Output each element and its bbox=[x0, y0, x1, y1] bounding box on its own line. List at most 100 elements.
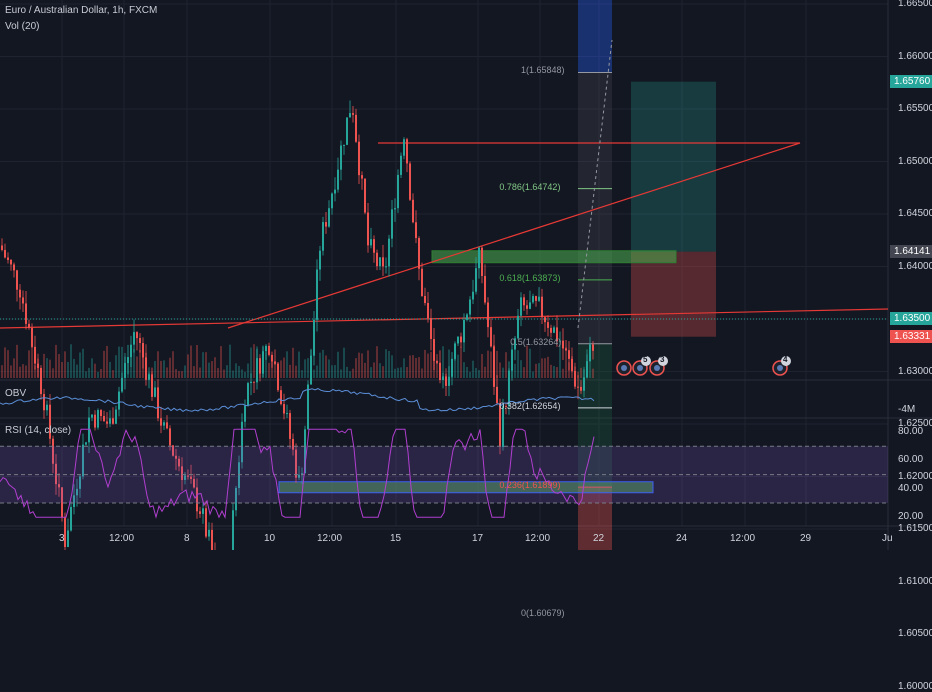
volume-bar bbox=[94, 363, 96, 378]
volume-bar bbox=[571, 347, 573, 378]
volume-bar bbox=[367, 350, 369, 378]
chart-canvas[interactable] bbox=[0, 0, 932, 550]
candle-body bbox=[112, 418, 114, 424]
candle-body bbox=[268, 345, 270, 355]
candle-body bbox=[259, 358, 261, 374]
volume-bar bbox=[268, 362, 270, 378]
candle-body bbox=[286, 413, 288, 415]
fib-mid-zone bbox=[578, 72, 612, 344]
candle-body bbox=[244, 405, 246, 422]
candle-body bbox=[130, 344, 132, 358]
fib-level-label: 1(1.65848) bbox=[521, 65, 565, 76]
volume-bar bbox=[484, 366, 486, 378]
volume-bar bbox=[316, 365, 318, 378]
candle-body bbox=[559, 340, 561, 342]
candle-body bbox=[394, 208, 396, 210]
candle-body bbox=[574, 370, 576, 387]
volume-bar bbox=[586, 354, 588, 378]
volume-bar bbox=[325, 355, 327, 378]
candle-body bbox=[142, 343, 144, 358]
volume-bar bbox=[166, 367, 168, 378]
volume-bar bbox=[43, 353, 45, 378]
volume-bar bbox=[169, 357, 171, 378]
volume-bar bbox=[385, 349, 387, 378]
volume-bar bbox=[289, 364, 291, 378]
candle-body bbox=[94, 414, 96, 428]
volume-bar bbox=[76, 364, 78, 378]
volume-bar bbox=[406, 367, 408, 378]
obv-legend[interactable]: OBV bbox=[5, 388, 27, 399]
candle-body bbox=[265, 345, 267, 352]
candle-body bbox=[493, 346, 495, 387]
volume-bar bbox=[568, 362, 570, 378]
volume-bar bbox=[34, 365, 36, 378]
candle-body bbox=[550, 327, 552, 333]
candle-body bbox=[253, 381, 255, 383]
volume-bar bbox=[529, 348, 531, 378]
volume-bar bbox=[139, 350, 141, 378]
volume-bar bbox=[202, 352, 204, 378]
volume-legend[interactable]: Vol (20) bbox=[5, 21, 40, 32]
volume-bar bbox=[379, 363, 381, 378]
candle-body bbox=[310, 355, 312, 385]
volume-bar bbox=[262, 345, 264, 378]
volume-bar bbox=[391, 355, 393, 378]
rsi-legend[interactable]: RSI (14, close) bbox=[5, 425, 72, 436]
event-count-badge bbox=[658, 356, 668, 366]
volume-bar bbox=[292, 347, 294, 378]
volume-bar bbox=[19, 366, 21, 378]
price-tick-label: 1.61500 bbox=[898, 523, 932, 534]
volume-bar bbox=[229, 344, 231, 378]
volume-bar bbox=[295, 365, 297, 378]
candle-body bbox=[274, 361, 276, 364]
volume-bar bbox=[247, 363, 249, 378]
candle-body bbox=[532, 296, 534, 303]
candle-body bbox=[322, 222, 324, 251]
volume-bar bbox=[523, 367, 525, 378]
candle-body bbox=[1, 245, 3, 250]
event-count-label: 5 bbox=[643, 355, 648, 364]
volume-bar bbox=[67, 361, 69, 378]
candle-body bbox=[10, 259, 12, 265]
volume-bar bbox=[505, 352, 507, 378]
candle-body bbox=[511, 349, 513, 371]
volume-bar bbox=[580, 367, 582, 378]
volume-bar bbox=[577, 371, 579, 378]
candle-body bbox=[34, 346, 36, 364]
candle-body bbox=[580, 386, 582, 391]
volume-bar bbox=[271, 357, 273, 378]
candle-body bbox=[175, 455, 177, 459]
candle-body bbox=[40, 367, 42, 395]
candle-body bbox=[355, 114, 357, 142]
candle-body bbox=[298, 474, 300, 478]
volume-bar bbox=[211, 361, 213, 378]
price-badge: 1.63331 bbox=[890, 329, 932, 343]
candle-body bbox=[343, 144, 345, 146]
candle-body bbox=[100, 410, 102, 417]
volume-bar bbox=[565, 347, 567, 378]
volume-bar bbox=[421, 368, 423, 378]
volume-bar bbox=[184, 365, 186, 378]
fib-top-zone bbox=[578, 0, 612, 73]
volume-bar bbox=[88, 367, 90, 378]
volume-bar bbox=[259, 370, 261, 378]
volume-bar bbox=[553, 366, 555, 378]
candle-body bbox=[43, 394, 45, 411]
candle-body bbox=[496, 386, 498, 404]
price-tick-label: 1.62500 bbox=[898, 418, 932, 429]
volume-bar bbox=[100, 368, 102, 378]
candle-body bbox=[475, 268, 477, 292]
candle-body bbox=[85, 442, 87, 445]
volume-bar bbox=[181, 371, 183, 378]
candle-body bbox=[211, 529, 213, 550]
volume-bar bbox=[304, 359, 306, 378]
volume-bar bbox=[133, 348, 135, 378]
volume-bar bbox=[493, 344, 495, 378]
volume-bar bbox=[298, 351, 300, 378]
time-tick-label: 3 bbox=[59, 533, 65, 544]
volume-bar bbox=[49, 359, 51, 378]
time-tick-label: 10 bbox=[264, 533, 276, 544]
symbol-title[interactable]: Euro / Australian Dollar, 1h, FXCM bbox=[5, 5, 158, 16]
volume-bar bbox=[340, 369, 342, 378]
